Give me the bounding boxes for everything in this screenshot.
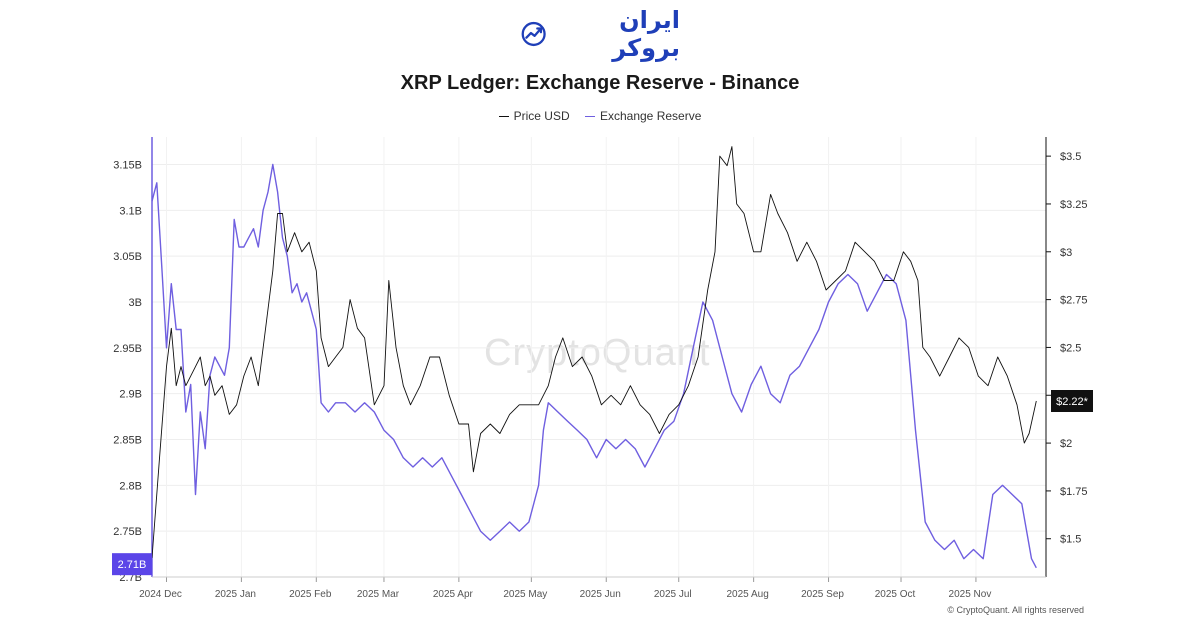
left-tick-label: 2.8B [119,480,142,492]
left-tick-label: 2.9B [119,389,142,401]
x-tick-label: 2025 Jun [580,589,621,600]
right-tick-label: $2 [1060,438,1072,450]
x-tick-label: 2025 Sep [801,589,844,600]
left-tick-label: 3.1B [119,205,142,217]
x-tick-label: 2025 Apr [433,589,474,600]
x-tick-label: 2025 May [503,589,547,600]
x-tick-label: 2025 Oct [875,589,916,600]
left-tick-label: 2.75B [113,526,142,538]
right-tick-label: $1.75 [1060,486,1088,498]
left-tick-label: 3B [129,297,142,309]
x-tick-label: 2024 Dec [139,589,182,600]
current-price-badge [1051,390,1093,412]
legend-item-price[interactable]: Price USD [498,109,570,124]
left-tick-label: 2.85B [113,435,142,447]
legend-label-price: Price USD [513,109,570,124]
copyright-text: © CryptoQuant. All rights reserved [947,605,1084,615]
legend-item-reserve[interactable]: Exchange Reserve [584,109,702,124]
current-price-value: $2.22* [1056,396,1089,408]
right-tick-label: $2.75 [1060,295,1088,307]
brand-logo-text: ایران بروکر [612,6,680,62]
legend-label-reserve: Exchange Reserve [599,109,702,124]
legend-swatch-reserve [584,115,595,117]
chart-legend: Price USD Exchange Reserve [0,106,1200,123]
legend-swatch-price [498,115,509,117]
brand-logo: ایران بروکر [520,6,680,62]
right-tick-label: $1.5 [1060,534,1081,546]
x-tick-label: 2025 Jan [215,589,256,600]
right-tick-label: $3.25 [1060,199,1088,211]
x-tick-label: 2025 Feb [289,589,332,600]
series-line-price-usd [151,146,1037,558]
x-tick-label: 2025 Aug [727,589,769,600]
right-tick-label: $2.5 [1060,342,1081,354]
chart-up-icon [521,21,546,47]
x-tick-label: 2025 Nov [949,589,992,600]
right-tick-label: $3 [1060,247,1072,259]
left-tick-label: 2.95B [113,343,142,355]
current-reserve-value: 2.71B [118,559,147,571]
x-tick-label: 2025 Jul [654,589,692,600]
current-reserve-badge [112,553,152,576]
chart-title: XRP Ledger: Exchange Reserve - Binance [400,72,800,94]
series-line-exchange-reserve [151,163,1037,569]
left-tick-label: 3.05B [113,251,142,263]
x-tick-label: 2025 Mar [357,589,400,600]
left-tick-label: 3.15B [113,160,142,172]
watermark: CryptoQuant [484,332,711,374]
right-tick-label: $3.5 [1060,151,1081,163]
